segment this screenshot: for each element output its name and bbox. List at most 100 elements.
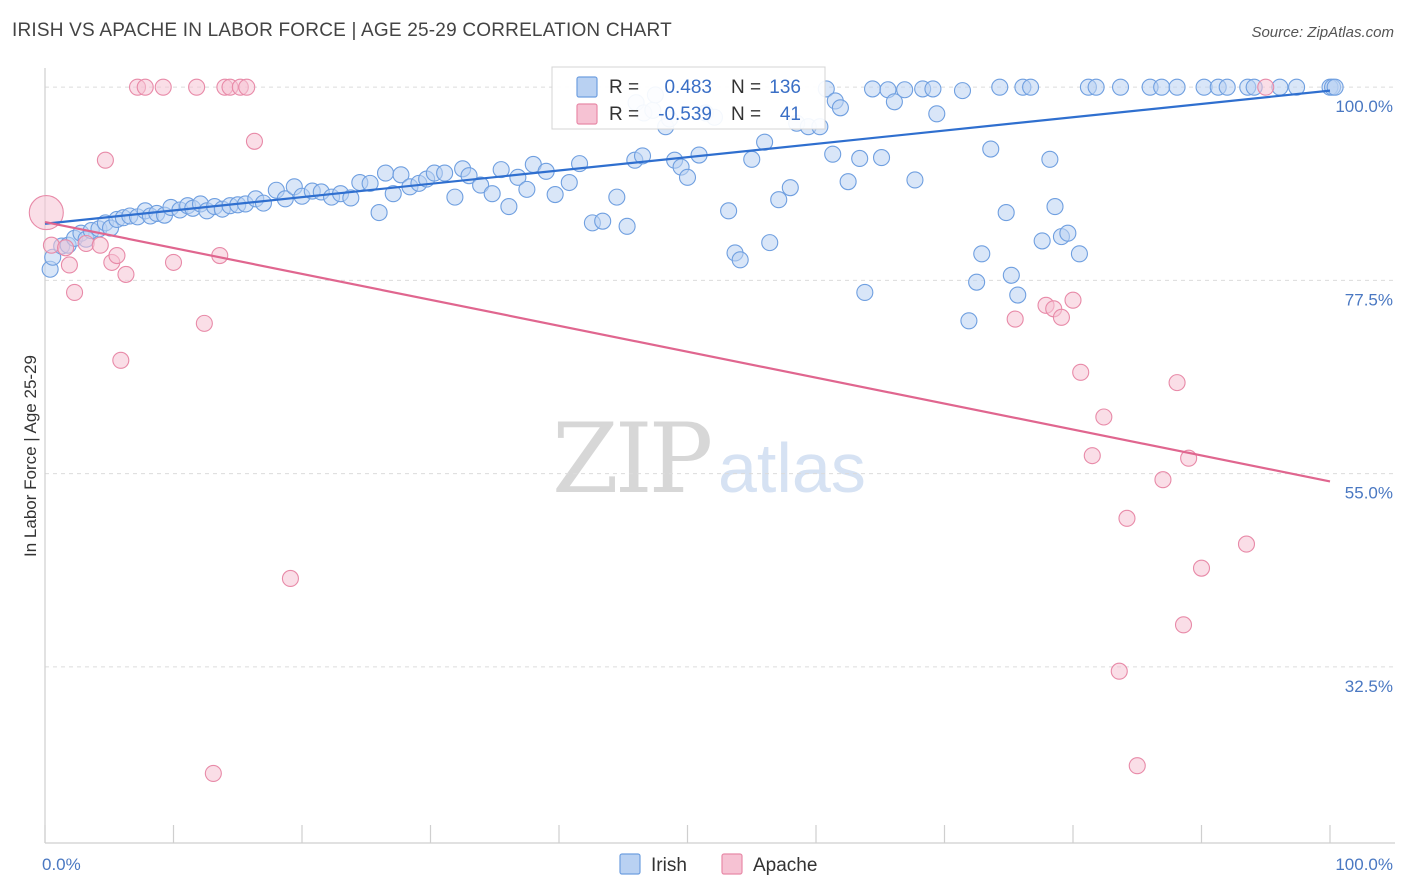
series-legend: Irish Apache <box>619 853 817 876</box>
apache-point <box>112 351 130 369</box>
apache-point <box>204 764 222 782</box>
irish-point <box>1218 78 1236 96</box>
apache-point <box>108 246 126 265</box>
legend-r-value: -0.539 <box>658 104 712 125</box>
apache-point <box>1154 471 1172 489</box>
irish-point <box>594 212 612 230</box>
irish-legend-swatch <box>576 76 598 98</box>
apache-point <box>1083 447 1101 465</box>
y-tick-label: 55.0% <box>1345 484 1393 503</box>
irish-point <box>1111 78 1130 96</box>
y-tick-label: 77.5% <box>1345 290 1393 309</box>
irish-point <box>370 204 388 222</box>
irish-point <box>1326 78 1344 96</box>
irish-point <box>254 194 273 212</box>
irish-point <box>1046 198 1064 216</box>
apache-point <box>281 569 299 588</box>
irish-point <box>492 161 510 179</box>
irish-point <box>872 149 891 167</box>
irish-point <box>731 251 749 269</box>
apache-point <box>66 283 84 302</box>
apache-point <box>195 314 213 332</box>
irish-point <box>1153 78 1171 96</box>
source-credit: Source: ZipAtlas.com <box>1251 24 1394 41</box>
trend-lines <box>44 89 1331 483</box>
irish-point <box>483 185 501 203</box>
irish-point <box>1022 78 1040 96</box>
apache-point <box>1118 509 1136 527</box>
irish-point <box>1070 245 1088 263</box>
irish-point <box>781 179 799 197</box>
apache-point <box>245 132 264 150</box>
apache-point <box>57 239 75 257</box>
apache-legend-swatch <box>721 853 743 875</box>
apache-legend-label: Apache <box>753 855 817 876</box>
apache-point <box>42 236 60 254</box>
irish-point <box>856 283 874 302</box>
irish-point <box>361 174 379 192</box>
irish-point <box>997 204 1015 222</box>
apache-point <box>1128 757 1146 775</box>
legend-r-label: R = <box>609 104 639 125</box>
irish-point <box>770 191 788 209</box>
legend-box <box>551 66 826 130</box>
apache-point <box>91 236 109 254</box>
irish-point <box>546 185 564 204</box>
irish-point <box>560 173 578 192</box>
irish-point <box>720 202 738 220</box>
apache-point <box>188 78 206 96</box>
irish-point <box>518 180 536 198</box>
apache-point <box>1192 559 1211 577</box>
legend-n-label: N = <box>731 77 761 98</box>
irish-trend-line <box>44 89 1331 225</box>
irish-point <box>608 188 626 206</box>
stats-legend: R = 0.483 N = 136 R = -0.539 N = 41 <box>551 66 826 130</box>
legend-r-label: R = <box>609 77 639 98</box>
x-tick-label-left: 0.0% <box>42 855 81 874</box>
legend-n-label: N = <box>731 104 761 125</box>
irish-point <box>1087 78 1105 96</box>
apache-point <box>136 78 154 96</box>
y-tick-label: 100.0% <box>1335 97 1393 116</box>
apache-point <box>1064 291 1082 309</box>
irish-point <box>906 171 924 189</box>
apache-point <box>1168 374 1186 392</box>
irish-point <box>991 78 1009 96</box>
apache-point <box>1052 308 1070 326</box>
apache-point <box>1095 408 1113 426</box>
irish-point <box>743 150 761 168</box>
apache-point <box>1257 78 1275 96</box>
irish-point <box>896 81 914 99</box>
apache-point <box>28 195 64 231</box>
irish-point <box>392 166 410 184</box>
apache-point <box>1072 363 1090 381</box>
apache-point <box>154 78 172 96</box>
apache-point <box>96 151 114 169</box>
apache-point <box>1174 616 1193 634</box>
chart-title: IRISH VS APACHE IN LABOR FORCE | AGE 25-… <box>12 20 672 41</box>
irish-point <box>824 145 842 163</box>
apache-point <box>60 256 78 274</box>
irish-point <box>885 93 903 111</box>
irish-point <box>633 147 652 165</box>
apache-point <box>1110 662 1128 680</box>
apache-legend-swatch <box>576 103 598 125</box>
irish-point <box>446 188 464 206</box>
irish-point <box>376 164 395 182</box>
y-axis-title: In Labor Force | Age 25-29 <box>21 355 40 557</box>
irish-point <box>500 198 518 216</box>
apache-points <box>28 78 1275 782</box>
irish-point <box>1009 286 1027 304</box>
watermark-atlas: atlas <box>718 429 866 507</box>
legend-n-value: 41 <box>780 104 801 125</box>
irish-point <box>851 149 869 168</box>
irish-point <box>618 217 636 235</box>
apache-point <box>77 234 95 253</box>
apache-point <box>1006 310 1024 328</box>
irish-point <box>384 185 402 203</box>
irish-point <box>472 176 490 194</box>
irish-point <box>678 168 697 186</box>
apache-point <box>164 253 183 271</box>
irish-point <box>1168 78 1186 96</box>
